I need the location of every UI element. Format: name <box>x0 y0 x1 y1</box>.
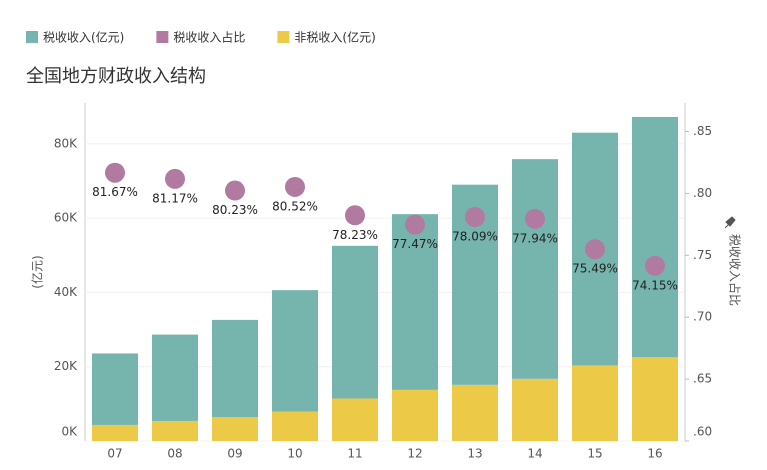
y-tick-label: 20K <box>54 359 78 373</box>
legend-label: 税收收入占比 <box>173 30 245 45</box>
x-tick-label: 10 <box>287 447 302 461</box>
x-tick-label: 08 <box>167 447 182 461</box>
data-label: 81.17% <box>152 191 198 205</box>
bar <box>512 159 558 379</box>
bar <box>452 384 498 441</box>
bar <box>92 424 138 441</box>
bar <box>572 365 618 441</box>
y2-tick-label: .70 <box>693 310 712 324</box>
y2-tick-label: .65 <box>693 372 712 386</box>
x-tick-label: 09 <box>227 447 242 461</box>
bar <box>332 245 378 399</box>
dot <box>165 168 185 189</box>
bar <box>92 353 138 425</box>
dot <box>105 162 125 183</box>
bar <box>632 357 678 441</box>
bar <box>272 411 318 441</box>
y-axis-title: (亿元) <box>30 255 45 288</box>
bar <box>512 378 558 441</box>
data-label: 74.15% <box>632 278 678 292</box>
y-tick-label: 80K <box>54 136 78 150</box>
dot <box>585 239 605 260</box>
pin-icon[interactable] <box>724 216 736 229</box>
x-tick-label: 11 <box>347 447 362 461</box>
x-tick-label: 16 <box>647 447 662 461</box>
bar <box>212 417 258 441</box>
y-tick-label: 40K <box>54 285 78 299</box>
bar <box>632 116 678 358</box>
x-tick-label: 13 <box>467 447 482 461</box>
y-tick-label: 60K <box>54 211 78 225</box>
data-label: 78.23% <box>332 228 378 242</box>
data-label: 81.67% <box>92 185 138 199</box>
legend-swatch <box>26 31 38 43</box>
y2-tick-label: .75 <box>693 248 712 262</box>
x-tick-label: 12 <box>407 447 422 461</box>
y2-tick-label: .80 <box>693 186 712 200</box>
legend-label: 非税收入(亿元) <box>294 30 375 45</box>
bar <box>272 290 318 412</box>
bar <box>392 214 438 390</box>
dot <box>465 207 485 228</box>
dot <box>645 255 665 276</box>
dot <box>405 214 425 235</box>
y-tick-label: 0K <box>61 425 78 439</box>
dot <box>285 176 305 197</box>
data-label: 75.49% <box>572 262 618 276</box>
data-label: 77.94% <box>512 231 558 245</box>
x-tick-label: 15 <box>587 447 602 461</box>
y2-axis-title: 税收收入占比 <box>728 234 743 306</box>
bar <box>152 420 198 441</box>
legend-swatch <box>156 31 169 43</box>
bar <box>212 319 258 418</box>
y2-tick-label: .60 <box>693 425 712 439</box>
bar <box>152 334 198 421</box>
bar <box>332 398 378 441</box>
chart-title: 全国地方财政收入结构 <box>26 66 206 87</box>
dot <box>345 205 365 226</box>
y2-tick-label: .85 <box>693 124 712 138</box>
data-label: 80.52% <box>272 199 318 213</box>
dot <box>525 208 545 229</box>
legend-swatch <box>277 31 290 43</box>
data-label: 78.09% <box>452 230 498 244</box>
data-label: 77.47% <box>392 237 438 251</box>
data-label: 80.23% <box>212 203 258 217</box>
legend-label: 税收收入(亿元) <box>43 30 124 45</box>
x-tick-label: 07 <box>107 447 122 461</box>
x-tick-label: 14 <box>527 447 542 461</box>
bar <box>392 389 438 441</box>
dot <box>225 180 245 201</box>
